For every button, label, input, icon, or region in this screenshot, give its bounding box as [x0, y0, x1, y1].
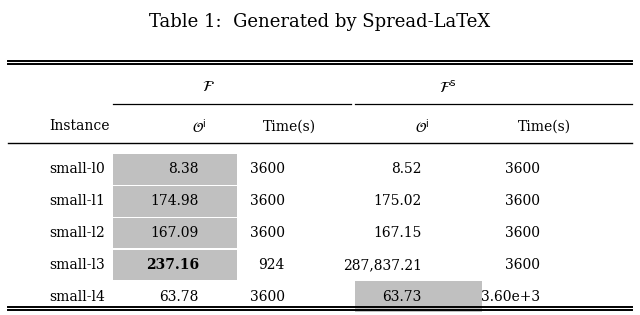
FancyBboxPatch shape	[113, 186, 237, 216]
Text: $\mathcal{O}^\mathrm{i}$: $\mathcal{O}^\mathrm{i}$	[415, 117, 429, 135]
Text: 8.52: 8.52	[392, 162, 422, 176]
Text: 63.73: 63.73	[383, 290, 422, 304]
Text: 167.15: 167.15	[374, 226, 422, 240]
Text: 287,837.21: 287,837.21	[343, 258, 422, 272]
Text: 3600: 3600	[250, 162, 285, 176]
Text: small-l4: small-l4	[49, 290, 105, 304]
Text: 3600: 3600	[250, 290, 285, 304]
Text: 3600: 3600	[250, 194, 285, 208]
Text: 3.60e+3: 3.60e+3	[481, 290, 540, 304]
Text: small-l2: small-l2	[49, 226, 105, 240]
FancyBboxPatch shape	[113, 249, 237, 280]
Text: Table 1:  Generated by Spread-LaTeX: Table 1: Generated by Spread-LaTeX	[149, 13, 491, 31]
Text: Time(s): Time(s)	[518, 119, 571, 133]
Text: 924: 924	[259, 258, 285, 272]
Text: 175.02: 175.02	[374, 194, 422, 208]
Text: Time(s): Time(s)	[263, 119, 316, 133]
Text: 63.78: 63.78	[159, 290, 199, 304]
Text: small-l0: small-l0	[49, 162, 105, 176]
FancyBboxPatch shape	[113, 154, 237, 185]
Text: 3600: 3600	[505, 258, 540, 272]
Text: $\mathcal{O}^\mathrm{i}$: $\mathcal{O}^\mathrm{i}$	[192, 117, 206, 135]
Text: 3600: 3600	[250, 226, 285, 240]
Text: 237.16: 237.16	[146, 258, 199, 272]
Text: 3600: 3600	[505, 194, 540, 208]
Text: 3600: 3600	[505, 226, 540, 240]
Text: 174.98: 174.98	[150, 194, 199, 208]
Text: $\mathcal{F}^\mathrm{s}$: $\mathcal{F}^\mathrm{s}$	[439, 79, 456, 95]
Text: 3600: 3600	[505, 162, 540, 176]
FancyBboxPatch shape	[113, 218, 237, 248]
Text: 167.09: 167.09	[150, 226, 199, 240]
Text: 8.38: 8.38	[168, 162, 199, 176]
Text: small-l3: small-l3	[49, 258, 105, 272]
Text: small-l1: small-l1	[49, 194, 105, 208]
Text: $\mathcal{F}$: $\mathcal{F}$	[202, 80, 215, 94]
FancyBboxPatch shape	[355, 281, 483, 312]
Text: Instance: Instance	[49, 119, 109, 133]
